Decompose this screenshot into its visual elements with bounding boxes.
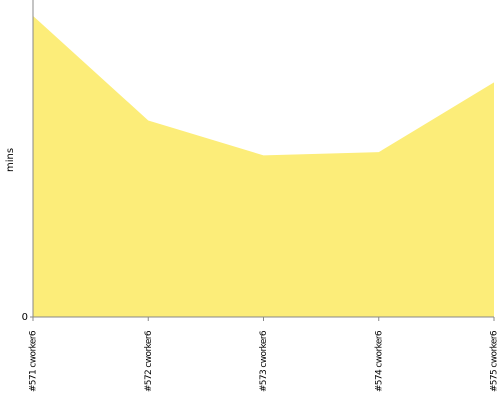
x-tick-label: #573 cworker6 <box>259 330 269 392</box>
y-axis-label: mins <box>5 148 16 172</box>
area <box>33 15 494 317</box>
x-tick-label: #574 cworker6 <box>374 330 384 392</box>
x-tick-label: #572 cworker6 <box>144 330 154 392</box>
x-tick-label: #571 cworker6 <box>29 330 39 392</box>
x-tick-label: #575 cworker6 <box>490 330 500 392</box>
y-tick-label: 0 <box>22 312 28 323</box>
